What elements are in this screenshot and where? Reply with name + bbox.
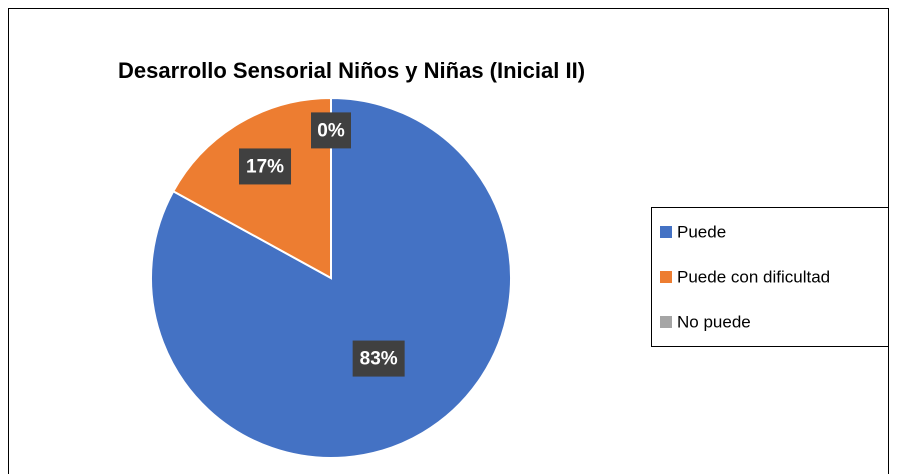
legend-label: Puede [677, 222, 726, 241]
data-label-box [239, 148, 292, 185]
data-label: 83% [360, 349, 398, 370]
legend-swatch [660, 271, 672, 283]
legend-label: Puede con dificultad [677, 267, 830, 286]
chart-title: Desarrollo Sensorial Niños y Niñas (Inic… [118, 58, 585, 83]
data-label: 0% [317, 120, 345, 141]
pie-slice [150, 96, 512, 459]
pie-slice [171, 96, 332, 280]
legend-label: No puede [677, 312, 751, 331]
legend-swatch [660, 226, 672, 238]
data-label: 17% [246, 156, 284, 177]
data-label-box [311, 112, 351, 149]
legend-box [651, 207, 889, 347]
data-label-box [352, 340, 405, 377]
legend-swatch [660, 316, 672, 328]
